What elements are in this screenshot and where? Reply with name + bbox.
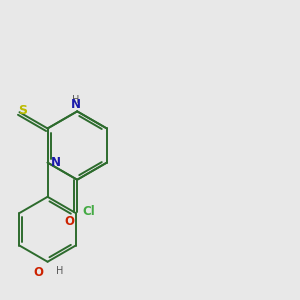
Text: S: S (19, 104, 28, 117)
Text: H: H (56, 266, 64, 276)
Text: O: O (33, 266, 43, 279)
Text: O: O (65, 215, 75, 228)
Text: N: N (51, 156, 61, 169)
Text: Cl: Cl (82, 205, 95, 218)
Text: N: N (71, 98, 81, 111)
Text: H: H (72, 95, 80, 105)
